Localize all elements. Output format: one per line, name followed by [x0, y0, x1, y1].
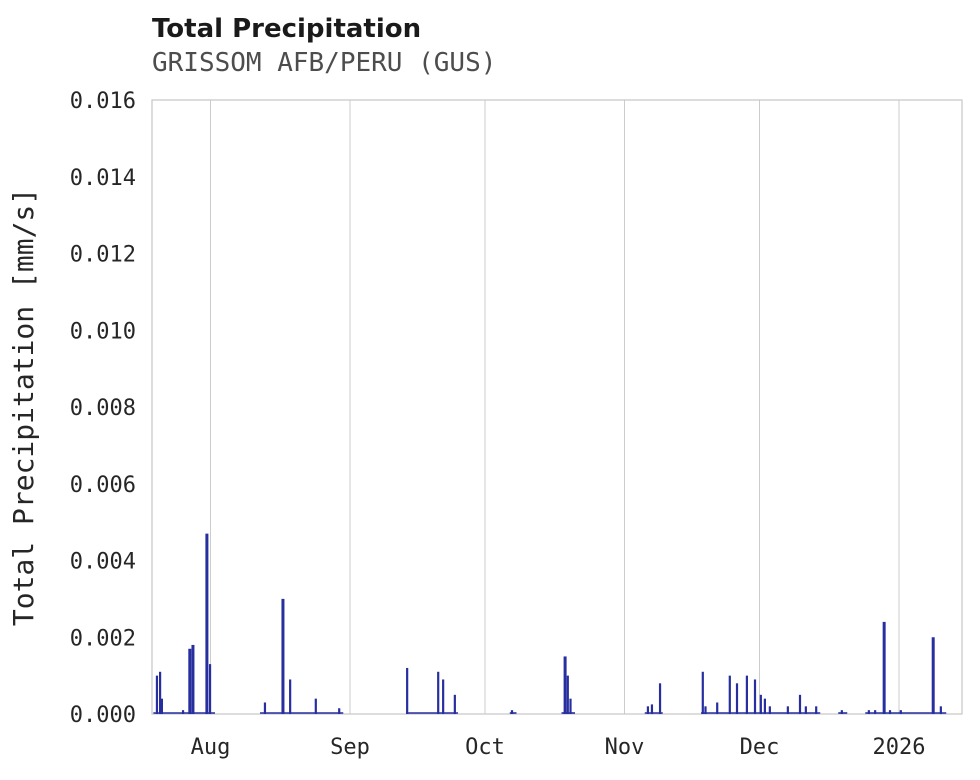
- y-axis-label: Total Precipitation [mm/s]: [7, 188, 40, 626]
- data-spike: [442, 679, 445, 714]
- y-tick-label: 0.004: [70, 550, 136, 575]
- data-spike: [704, 706, 707, 714]
- data-spike: [314, 698, 317, 714]
- chart-title: Total Precipitation: [152, 14, 422, 44]
- x-tick-label: Nov: [605, 735, 645, 760]
- x-tick-label: Aug: [191, 735, 231, 760]
- y-tick-label: 0.010: [70, 319, 136, 344]
- data-spike: [569, 698, 572, 714]
- y-tick-label: 0.012: [70, 243, 136, 268]
- x-tick-label: 2026: [873, 735, 926, 760]
- data-spike: [763, 698, 766, 714]
- data-spike: [263, 702, 267, 714]
- data-spike: [437, 671, 440, 714]
- data-spike: [768, 706, 771, 714]
- x-tick-label: Dec: [740, 735, 780, 760]
- data-spike: [882, 621, 886, 714]
- data-spike: [939, 706, 942, 714]
- axis-frame: [151, 99, 963, 715]
- data-spike: [701, 671, 704, 714]
- data-spike: [658, 683, 662, 714]
- data-spike: [650, 704, 654, 714]
- x-tick-label: Oct: [465, 735, 505, 760]
- data-spike: [453, 694, 456, 714]
- y-tick-label: 0.016: [70, 89, 136, 114]
- data-spike: [716, 702, 719, 714]
- data-spike: [566, 675, 569, 714]
- data-spike: [931, 637, 935, 714]
- data-spike: [646, 706, 649, 714]
- data-spike: [867, 710, 870, 714]
- data-spike: [159, 671, 162, 714]
- data-spike: [181, 710, 185, 714]
- data-spike: [338, 708, 341, 714]
- data-spike: [155, 675, 159, 714]
- data-spike: [840, 710, 843, 714]
- data-spike: [786, 706, 789, 714]
- data-spike: [406, 667, 409, 714]
- chart-subtitle: GRISSOM AFB/PERU (GUS): [152, 48, 497, 78]
- data-spike: [753, 679, 757, 714]
- data-spike: [735, 683, 739, 714]
- data-spike: [563, 656, 567, 714]
- x-tick-label: Sep: [330, 735, 370, 760]
- data-spike: [874, 710, 877, 714]
- y-tick-label: 0.002: [70, 626, 136, 651]
- data-spike: [888, 710, 892, 714]
- data-spike: [759, 694, 762, 714]
- y-tick-label: 0.000: [70, 703, 136, 728]
- data-spike: [510, 710, 514, 714]
- y-tick-label: 0.008: [70, 396, 136, 421]
- data-spike: [188, 648, 192, 714]
- data-spike: [728, 675, 731, 714]
- data-spike: [191, 644, 195, 714]
- data-spike: [208, 664, 212, 714]
- data-spike: [160, 698, 163, 714]
- data-spike: [899, 710, 902, 714]
- data-spike: [798, 694, 802, 714]
- data-spike: [815, 706, 818, 714]
- y-tick-label: 0.006: [70, 473, 136, 498]
- data-spike: [205, 533, 209, 714]
- data-spike: [289, 679, 292, 714]
- data-spike: [745, 675, 748, 714]
- data-spike: [281, 598, 285, 714]
- y-tick-label: 0.014: [70, 166, 136, 191]
- data-spike: [804, 706, 807, 714]
